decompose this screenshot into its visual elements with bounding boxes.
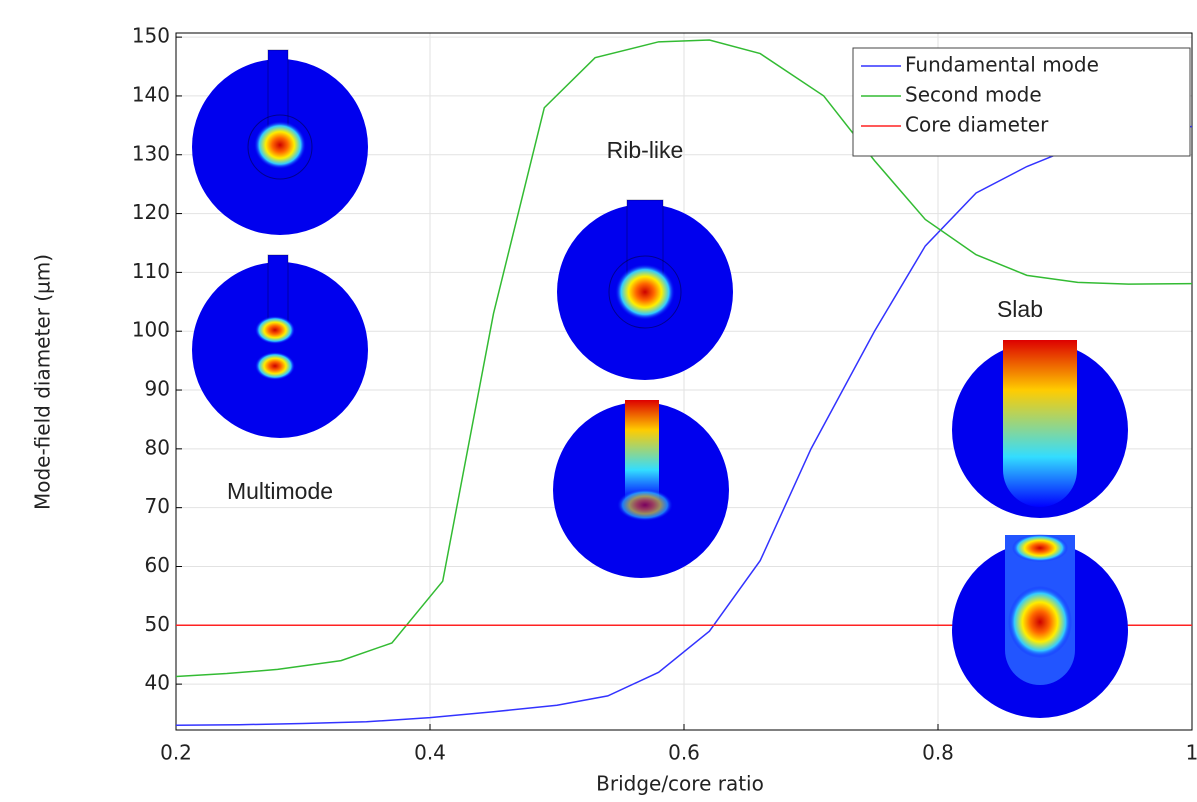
legend-label: Second mode	[905, 83, 1042, 107]
y-tick-label: 100	[132, 318, 170, 342]
x-tick-label: 1	[1186, 741, 1197, 765]
annotation: Rib-like	[607, 137, 684, 163]
inset	[557, 200, 733, 380]
y-axis-label: Mode-field diameter (µm)	[31, 254, 55, 510]
chart: 40 50 60 70 80 90 100 110 120 130 140 150 0.2 0.4 0.6 0…	[0, 0, 1197, 802]
y-tick-label: 130	[132, 141, 170, 165]
x-tick-label: 0.6	[668, 741, 700, 765]
y-tick-label: 80	[145, 435, 170, 459]
y-tick-label: 140	[132, 82, 170, 106]
inset	[952, 534, 1128, 718]
inset	[192, 255, 368, 438]
inset	[192, 50, 368, 235]
annotation: Multimode	[227, 478, 333, 504]
x-tick-label: 0.8	[922, 741, 954, 765]
y-tick-label: 120	[132, 200, 170, 224]
y-tick-label: 40	[145, 671, 170, 695]
inset	[553, 400, 729, 578]
legend-label: Core diameter	[905, 113, 1049, 137]
y-tick-label: 60	[145, 553, 170, 577]
x-axis-label: Bridge/core ratio	[596, 772, 764, 796]
inset	[952, 340, 1128, 518]
page: 40 50 60 70 80 90 100 110 120 130 140 150 0.2 0.4 0.6 0…	[0, 0, 1197, 802]
x-tick-label: 0.4	[414, 741, 446, 765]
annotation: Slab	[997, 296, 1043, 322]
y-tick-label: 70	[145, 494, 170, 518]
y-tick-label: 110	[132, 259, 170, 283]
y-tick-label: 90	[145, 377, 170, 401]
y-tick-label: 50	[145, 612, 170, 636]
x-tick-label: 0.2	[160, 741, 192, 765]
y-tick-label: 150	[132, 24, 170, 48]
legend-label: Fundamental mode	[905, 53, 1099, 77]
